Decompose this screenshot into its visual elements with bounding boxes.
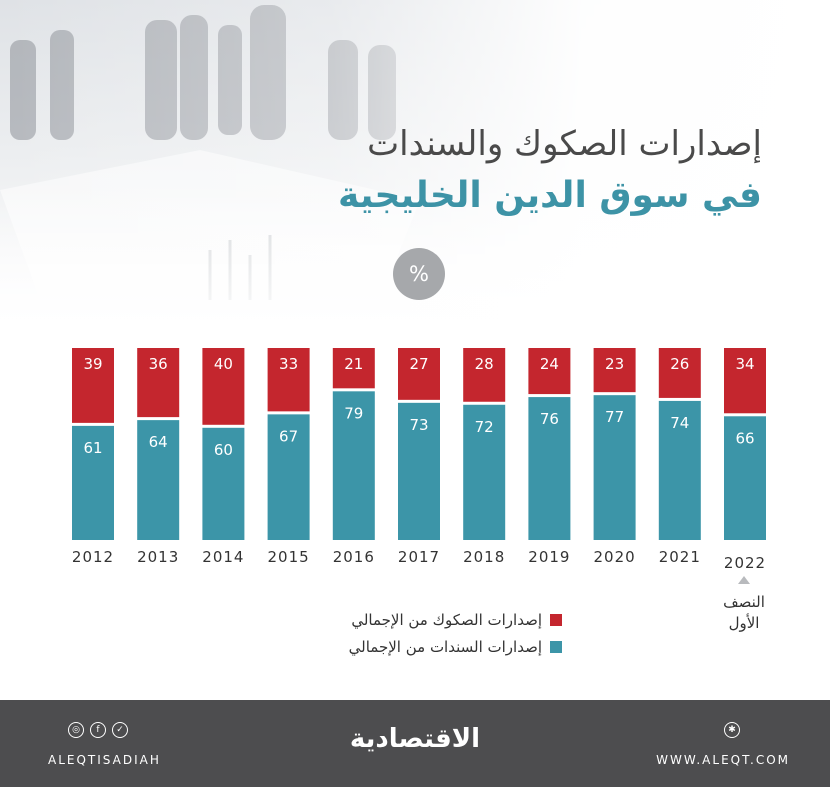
stacked-bar-chart: 39 61 2012 36 64 2013 40 60 2014 33 67 2015 21 79 2016… bbox=[72, 348, 766, 572]
x-tick-2013: 2013 bbox=[137, 548, 179, 566]
website-link[interactable]: WWW.ALEQT.COM bbox=[656, 753, 790, 767]
data-label-bonds-2022: 66 bbox=[735, 429, 754, 447]
x-tick-2022: 2022 bbox=[724, 554, 766, 572]
social-links: ◎ f ✓ bbox=[68, 722, 128, 738]
legend-swatch-bonds bbox=[550, 640, 562, 653]
chart-title: إصدارات الصكوك والسندات bbox=[367, 124, 762, 164]
bar-sukuk-2015 bbox=[267, 348, 310, 412]
bar-bonds-2016 bbox=[332, 391, 375, 540]
legend-label-sukuk: إصدارات الصكوك من الإجمالي bbox=[351, 610, 542, 629]
data-label-sukuk-2020: 23 bbox=[605, 355, 624, 373]
data-label-sukuk-2015: 33 bbox=[279, 355, 298, 373]
x-tick-2015: 2015 bbox=[268, 548, 310, 566]
x-tick-2021: 2021 bbox=[659, 548, 701, 566]
bar-bonds-2014 bbox=[202, 427, 245, 540]
data-label-sukuk-2017: 27 bbox=[409, 355, 428, 373]
x-tick-2016: 2016 bbox=[333, 548, 375, 566]
facebook-icon[interactable]: f bbox=[90, 722, 106, 738]
bar-sukuk-2012 bbox=[72, 348, 114, 423]
first-half-note: النصف الأول bbox=[706, 592, 782, 634]
data-label-sukuk-2022: 34 bbox=[735, 355, 754, 373]
data-label-bonds-2015: 67 bbox=[279, 427, 298, 445]
bar-sukuk-2016 bbox=[332, 348, 375, 389]
data-label-sukuk-2021: 26 bbox=[670, 355, 689, 373]
data-label-bonds-2014: 60 bbox=[214, 441, 233, 459]
data-label-bonds-2021: 74 bbox=[670, 414, 689, 432]
data-label-sukuk-2016: 21 bbox=[344, 355, 363, 373]
data-label-bonds-2013: 64 bbox=[149, 433, 168, 451]
x-tick-2014: 2014 bbox=[202, 548, 244, 566]
legend-item-bonds: إصدارات السندات من الإجمالي bbox=[349, 633, 562, 660]
bar-bonds-2021 bbox=[658, 400, 701, 540]
data-label-bonds-2019: 76 bbox=[540, 410, 559, 428]
footer-bar: ◎ f ✓ ALEQTISADIAH الاقتصادية ✱ WWW.ALEQ… bbox=[0, 700, 830, 787]
bar-bonds-2012 bbox=[72, 425, 114, 540]
header-photo bbox=[0, 0, 830, 340]
bar-bonds-2020 bbox=[593, 395, 636, 540]
x-tick-2017: 2017 bbox=[398, 548, 440, 566]
bar-sukuk-2013 bbox=[137, 348, 180, 418]
bar-bonds-2013 bbox=[137, 420, 180, 540]
data-label-bonds-2017: 73 bbox=[409, 416, 428, 434]
chart-subtitle: في سوق الدين الخليجية bbox=[338, 175, 762, 216]
globe-icon: ✱ bbox=[724, 722, 740, 738]
data-label-sukuk-2012: 39 bbox=[83, 355, 102, 373]
up-arrow-icon bbox=[738, 576, 750, 584]
first-half-note-line2: الأول bbox=[728, 614, 760, 632]
bar-bonds-2015 bbox=[267, 414, 310, 540]
bar-bonds-2019 bbox=[528, 397, 571, 540]
bar-sukuk-2018 bbox=[463, 348, 506, 402]
legend-item-sukuk: إصدارات الصكوك من الإجمالي bbox=[349, 606, 562, 633]
unit-badge: % bbox=[393, 248, 445, 300]
bar-sukuk-2019 bbox=[528, 348, 571, 395]
data-label-sukuk-2018: 28 bbox=[475, 355, 494, 373]
bar-bonds-2022 bbox=[724, 416, 766, 540]
data-label-sukuk-2014: 40 bbox=[214, 355, 233, 373]
twitter-icon[interactable]: ✓ bbox=[112, 722, 128, 738]
bar-sukuk-2021 bbox=[658, 348, 701, 398]
x-tick-2012: 2012 bbox=[72, 548, 114, 566]
brand-logo: الاقتصادية bbox=[349, 724, 481, 754]
bar-bonds-2018 bbox=[463, 404, 506, 540]
bar-sukuk-2022 bbox=[724, 348, 766, 414]
chart-legend: إصدارات الصكوك من الإجمالي إصدارات السند… bbox=[349, 606, 562, 660]
legend-label-bonds: إصدارات السندات من الإجمالي bbox=[348, 637, 542, 656]
data-label-bonds-2016: 79 bbox=[344, 404, 363, 422]
x-tick-2019: 2019 bbox=[528, 548, 570, 566]
bar-sukuk-2014 bbox=[202, 348, 245, 425]
x-tick-2020: 2020 bbox=[594, 548, 636, 566]
x-tick-2018: 2018 bbox=[463, 548, 505, 566]
data-label-bonds-2020: 77 bbox=[605, 408, 624, 426]
legend-swatch-sukuk bbox=[550, 613, 562, 626]
instagram-icon[interactable]: ◎ bbox=[68, 722, 84, 738]
data-label-bonds-2012: 61 bbox=[83, 439, 102, 457]
bar-sukuk-2020 bbox=[593, 348, 636, 393]
data-label-sukuk-2019: 24 bbox=[540, 355, 559, 373]
bar-sukuk-2017 bbox=[398, 348, 440, 400]
first-half-note-line1: النصف bbox=[723, 593, 765, 611]
data-label-bonds-2018: 72 bbox=[475, 418, 494, 436]
data-label-sukuk-2013: 36 bbox=[149, 355, 168, 373]
bar-bonds-2017 bbox=[398, 402, 440, 540]
social-handle[interactable]: ALEQTISADIAH bbox=[48, 753, 161, 767]
